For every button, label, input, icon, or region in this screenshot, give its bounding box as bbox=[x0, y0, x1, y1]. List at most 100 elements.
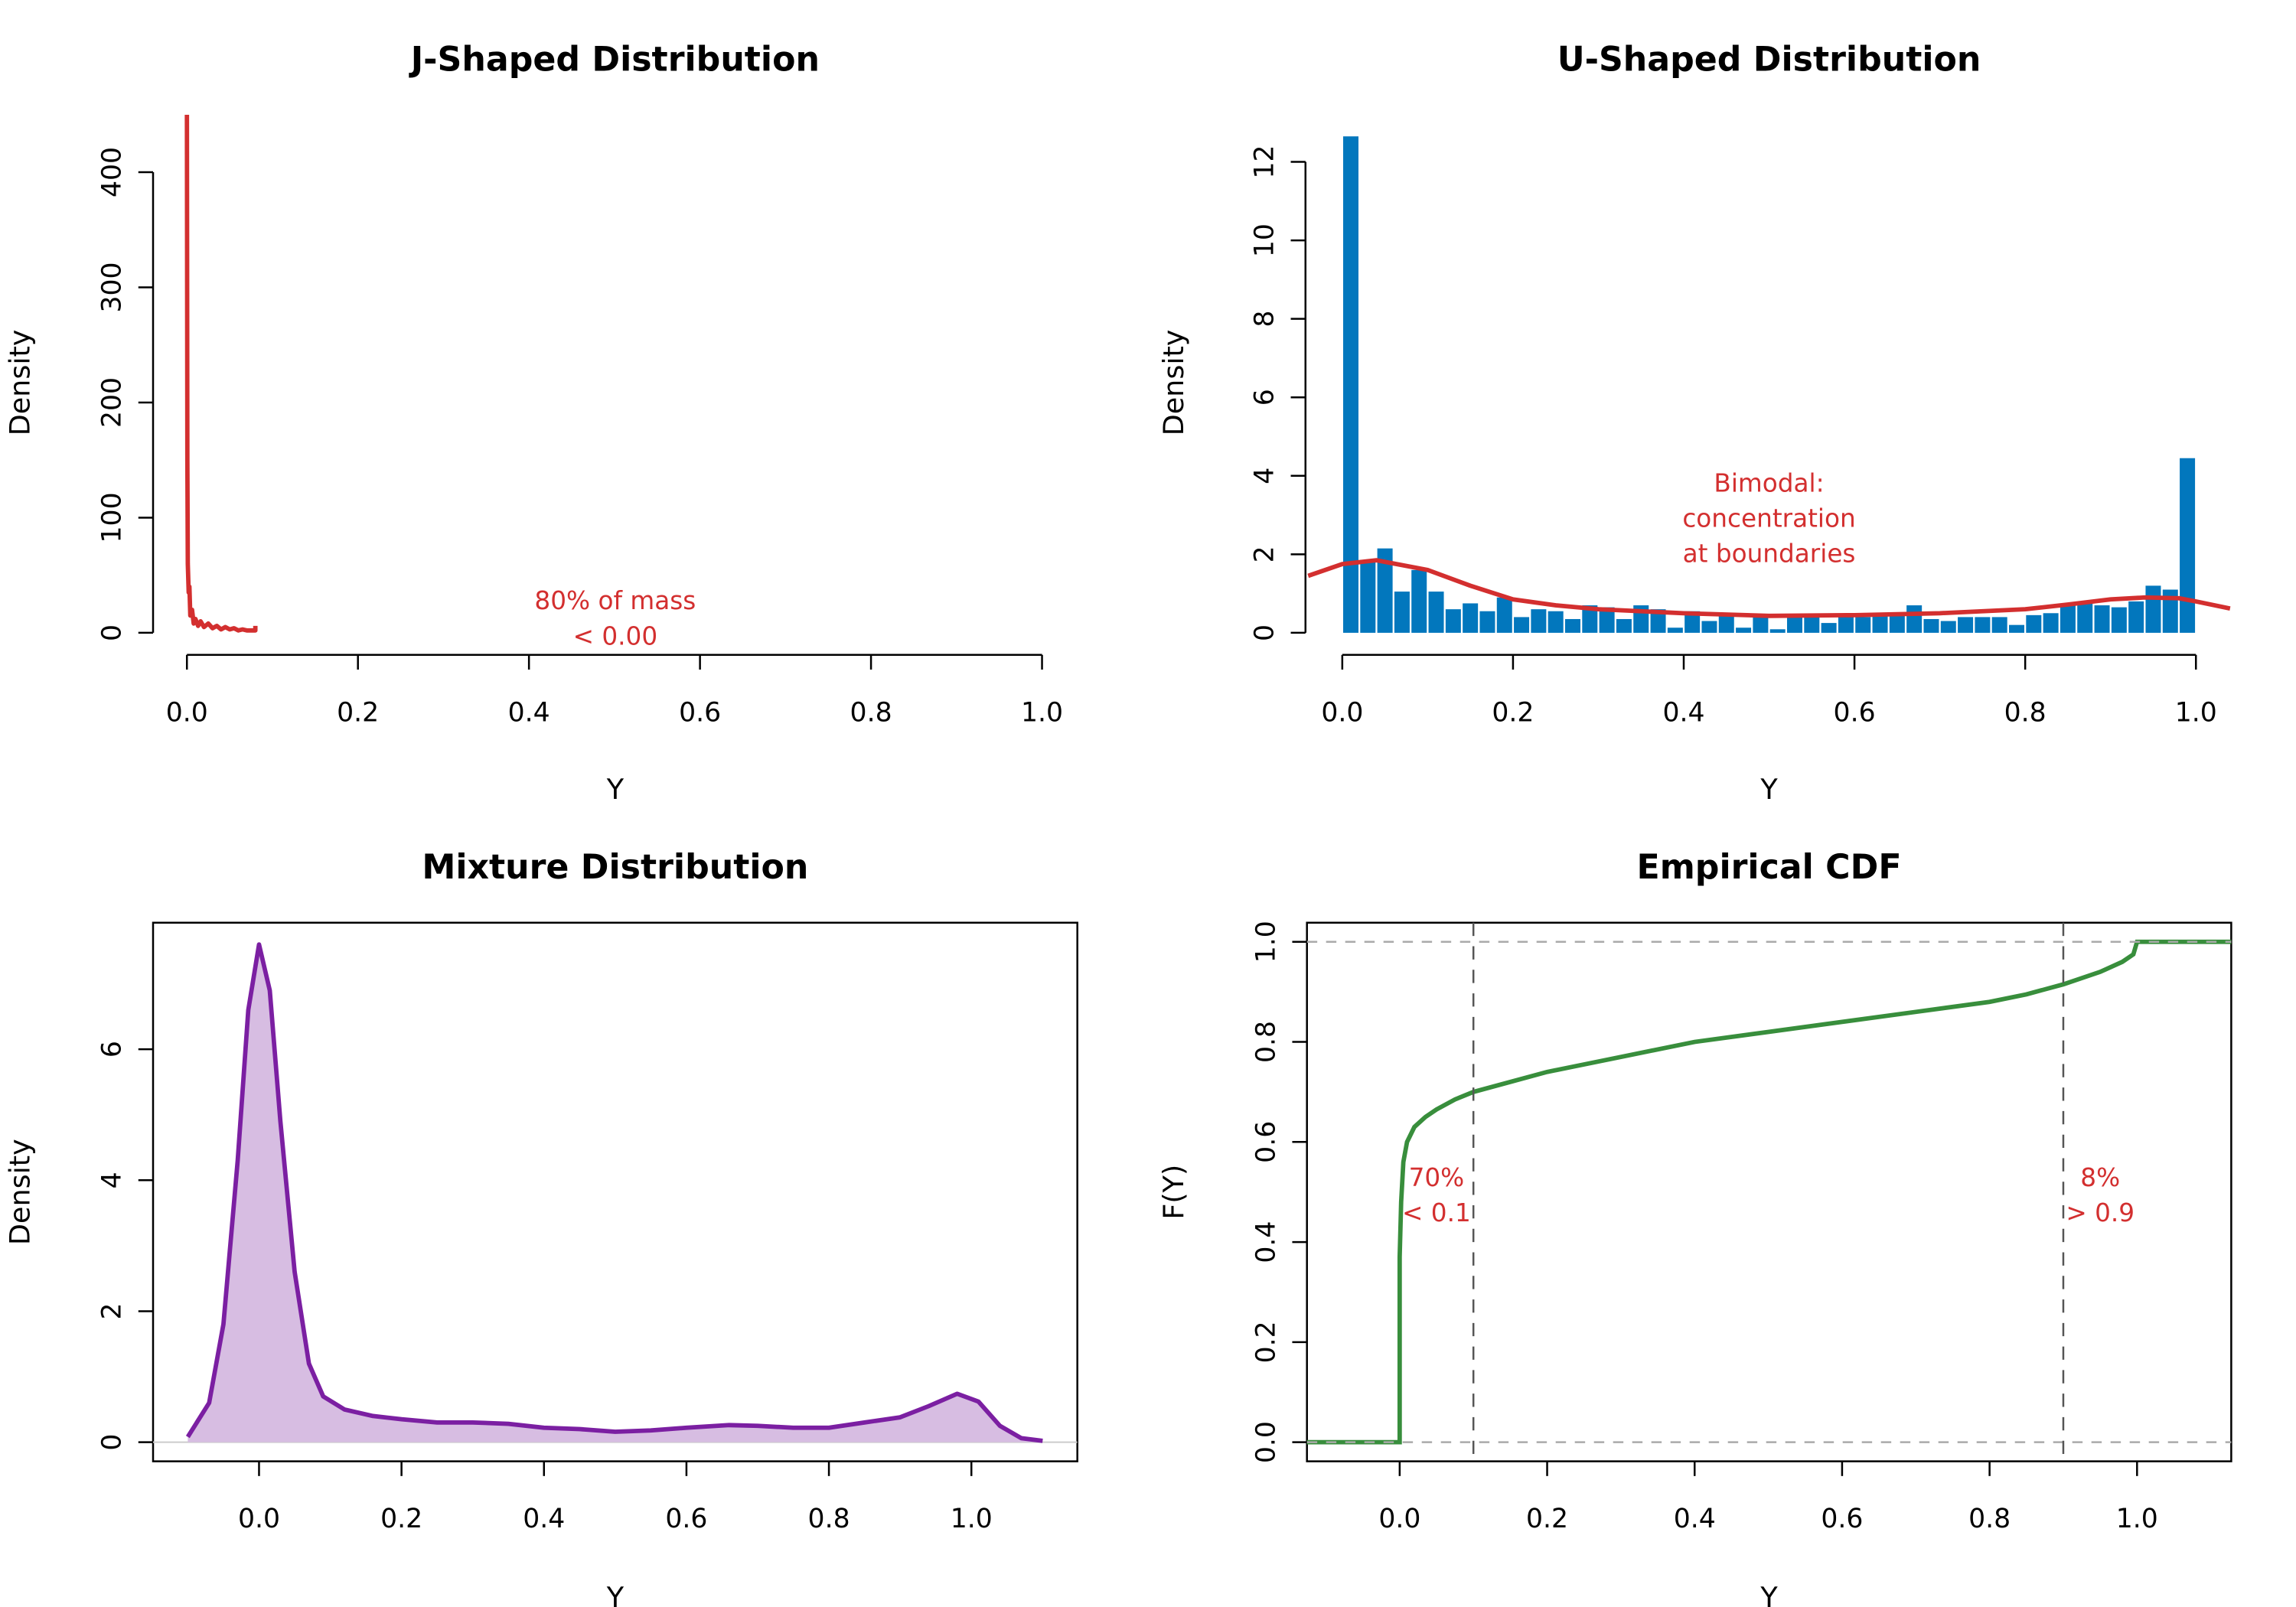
panel-title: U-Shaped Distribution bbox=[1557, 40, 1981, 79]
ecdf-curve bbox=[1306, 939, 2232, 1445]
histogram-bar bbox=[2145, 585, 2161, 633]
plot-area: 0.0 0.2 0.4 0.6 0.8 1.0 0.0 0.2 0.4 0.6 0.8 1.0 bbox=[1251, 921, 2232, 1534]
histogram-bar bbox=[1565, 618, 1580, 633]
y-tick-label: 0.2 bbox=[1251, 1321, 1281, 1363]
y-tick-label: 0.4 bbox=[1251, 1221, 1281, 1263]
histogram-bar bbox=[2077, 603, 2093, 633]
histogram-bar bbox=[1616, 618, 1632, 633]
x-axis-label: Y bbox=[1760, 1581, 1778, 1607]
y-tick-label: 300 bbox=[97, 262, 128, 312]
y-axis-label: F(Y) bbox=[1157, 1165, 1190, 1220]
histogram-bar bbox=[1906, 605, 1923, 633]
histogram-bar bbox=[1940, 621, 1956, 633]
panel-title: Empirical CDF bbox=[1637, 848, 1902, 887]
x-tick-label: 0.4 bbox=[1674, 1504, 1716, 1534]
histogram-bar bbox=[1838, 617, 1854, 633]
x-tick-label: 0.4 bbox=[523, 1504, 565, 1534]
panel-title: J-Shaped Distribution bbox=[409, 40, 820, 79]
histogram-bar bbox=[1872, 614, 1888, 633]
x-tick-label: 0.2 bbox=[1526, 1504, 1568, 1534]
histogram-bar bbox=[1923, 618, 1939, 633]
histogram-bar bbox=[1958, 617, 1974, 633]
annotation-line: 8% bbox=[2080, 1163, 2120, 1192]
y-tick-label: 0 bbox=[97, 1434, 128, 1451]
y-tick-label: 200 bbox=[97, 377, 128, 428]
annotation-line: < 0.00 bbox=[573, 621, 658, 650]
plot-area: 0.0 0.2 0.4 0.6 0.8 1.0 0 2 4 6 8 10 12 bbox=[1249, 136, 2231, 728]
histogram-bar bbox=[1650, 609, 1666, 633]
y-tick-label: 1.0 bbox=[1251, 921, 1281, 963]
histogram-bar bbox=[1479, 611, 1495, 633]
y-tick-label: 4 bbox=[1249, 468, 1280, 484]
histogram-bar bbox=[2060, 603, 2076, 633]
y-tick-label: 100 bbox=[97, 492, 128, 543]
histogram-bar bbox=[1889, 614, 1905, 633]
histogram-bar bbox=[1531, 609, 1547, 633]
x-tick-label: 0.8 bbox=[1968, 1504, 2011, 1534]
x-tick-label: 0.8 bbox=[2004, 697, 2047, 728]
histogram-bar bbox=[1599, 607, 1615, 633]
x-tick-label: 0.8 bbox=[850, 697, 892, 728]
y-tick-label: 0 bbox=[1249, 624, 1280, 641]
panel-title: Mixture Distribution bbox=[422, 848, 808, 887]
histogram-bar bbox=[1701, 621, 1717, 633]
histogram-bar bbox=[1769, 629, 1786, 633]
histogram-bar bbox=[2128, 601, 2144, 633]
histogram-bar bbox=[1360, 562, 1376, 633]
annotation-line: 80% of mass bbox=[534, 586, 696, 615]
histogram-bar bbox=[1684, 611, 1701, 633]
y-tick-label: 2 bbox=[97, 1302, 128, 1319]
histogram-bar bbox=[2180, 458, 2196, 633]
histogram-bar bbox=[2162, 589, 2178, 633]
histogram-bar bbox=[1514, 617, 1530, 633]
x-tick-label: 1.0 bbox=[1021, 697, 1063, 728]
histogram-bar bbox=[1667, 627, 1683, 633]
histogram-bar bbox=[1582, 605, 1598, 633]
x-tick-label: 0.8 bbox=[808, 1504, 850, 1534]
histogram-bar bbox=[1718, 614, 1734, 633]
x-tick-label: 0.0 bbox=[238, 1504, 280, 1534]
x-tick-label: 0.4 bbox=[1662, 697, 1704, 728]
x-tick-label: 0.6 bbox=[679, 697, 721, 728]
x-tick-label: 0.4 bbox=[508, 697, 550, 728]
y-tick-label: 6 bbox=[97, 1041, 128, 1058]
x-tick-label: 0.0 bbox=[1378, 1504, 1420, 1534]
y-tick-label: 400 bbox=[97, 147, 128, 197]
x-tick-label: 1.0 bbox=[2116, 1504, 2158, 1534]
density-curve bbox=[1307, 558, 2231, 618]
x-tick-label: 0.6 bbox=[1834, 697, 1876, 728]
density-curve bbox=[185, 942, 1043, 1443]
annotation-line: Bimodal: bbox=[1714, 468, 1824, 497]
y-tick-label: 0.6 bbox=[1251, 1121, 1281, 1163]
histogram-bar bbox=[1855, 617, 1871, 633]
x-tick-label: 0.6 bbox=[1821, 1504, 1863, 1534]
histogram-bar bbox=[1343, 136, 1358, 633]
y-tick-label: 12 bbox=[1249, 145, 1280, 179]
x-axis-label: Y bbox=[606, 773, 625, 806]
plot-area: 0.0 0.2 0.4 0.6 0.8 1.0 0 100 200 300 400 bbox=[97, 115, 1063, 728]
panel-ecdf: Empirical CDF Y F(Y) 0.0 0.2 0.4 0.6 0.8 1.0 0… bbox=[1157, 848, 2232, 1607]
histogram-bar bbox=[1991, 617, 2007, 633]
histogram-bar bbox=[1548, 611, 1564, 633]
histogram-bar bbox=[2111, 607, 2127, 633]
histogram-bar bbox=[2026, 614, 2042, 633]
panel-u-shaped: U-Shaped Distribution Y Density 0.0 0.2 0.… bbox=[1157, 40, 2231, 806]
y-tick-label: 2 bbox=[1249, 546, 1280, 562]
plot-content bbox=[1306, 922, 2232, 1462]
y-tick-label: 10 bbox=[1249, 223, 1280, 257]
x-tick-label: 0.2 bbox=[337, 697, 379, 728]
x-tick-label: 1.0 bbox=[2175, 697, 2217, 728]
annotation-line: concentration bbox=[1682, 504, 1855, 533]
histogram-bar bbox=[1377, 548, 1393, 633]
histogram-bar bbox=[1394, 592, 1410, 633]
histogram-bar bbox=[2043, 613, 2059, 633]
plot-content bbox=[184, 115, 258, 633]
x-tick-label: 0.6 bbox=[665, 1504, 707, 1534]
histogram-bar bbox=[1463, 603, 1479, 633]
x-axis-label: Y bbox=[606, 1581, 625, 1607]
histogram-bar bbox=[1411, 569, 1427, 633]
panel-j-shaped: J-Shaped Distribution Y Density 80% of m… bbox=[3, 40, 1063, 806]
y-axis-label: Density bbox=[3, 1139, 36, 1245]
annotation-line: at boundaries bbox=[1683, 539, 1856, 569]
